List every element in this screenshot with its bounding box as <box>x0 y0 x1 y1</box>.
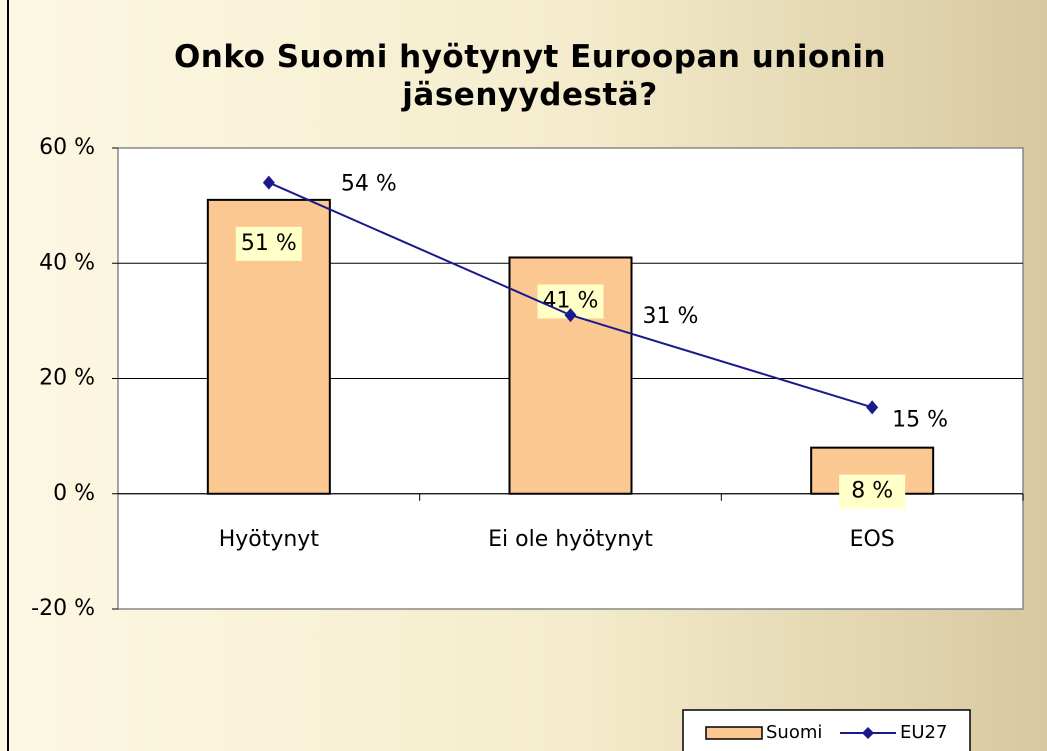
bar-label-bg <box>839 474 906 509</box>
legend-label: EU27 <box>900 722 947 743</box>
y-tick-label: 40 % <box>39 250 95 275</box>
x-tick-label: Hyötynyt <box>219 527 320 552</box>
y-tick-label: 60 % <box>39 135 95 160</box>
chart-title: Onko Suomi hyötynyt Euroopan unionin jäs… <box>173 39 887 113</box>
x-tick-label: Ei ole hyötynyt <box>488 527 653 552</box>
bar-label-bg <box>235 226 302 261</box>
line-marker <box>564 308 577 323</box>
line-label: 15 % <box>892 407 948 432</box>
bar-label: 8 % <box>851 479 893 504</box>
line-label: 54 % <box>341 172 397 197</box>
line-marker <box>866 400 879 415</box>
x-tick-label: EOS <box>850 527 895 552</box>
bar-label: 51 % <box>241 231 297 256</box>
legend-swatch <box>705 726 763 740</box>
y-tick-label: 20 % <box>39 366 95 391</box>
y-tick-label: 0 % <box>53 481 95 506</box>
line-label: 31 % <box>643 304 699 329</box>
legend-label: Suomi <box>766 722 822 743</box>
y-tick-label: -20 % <box>31 596 95 621</box>
legend-marker <box>862 727 874 739</box>
line-marker <box>262 175 275 190</box>
